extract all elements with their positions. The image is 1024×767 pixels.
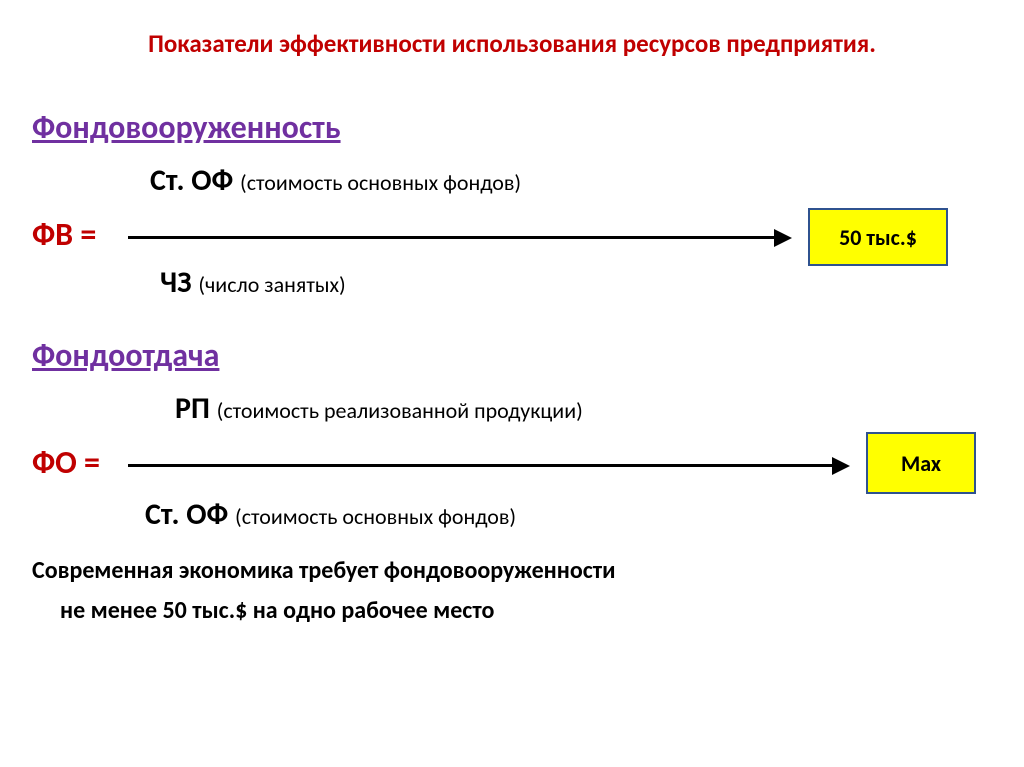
section2-fraction-arrow xyxy=(128,464,838,467)
page-title: Показатели эффективности использования р… xyxy=(0,28,1024,59)
section2-heading: Фондоотдача xyxy=(32,336,219,375)
section2-denominator: Ст. ОФ (стоимость основных фондов) xyxy=(145,496,516,533)
section1-heading: Фондовооруженность xyxy=(32,108,341,147)
section1-numerator: Ст. ОФ (стоимость основных фондов) xyxy=(150,162,521,199)
footer-line-2: не менее 50 тыс.$ на одно рабочее место xyxy=(60,596,494,625)
section1-arrowhead-icon xyxy=(774,229,792,247)
section1-lhs: ФВ = xyxy=(32,215,96,254)
slide: Показатели эффективности использования р… xyxy=(0,0,1024,767)
section1-numer-abbr: Ст. ОФ xyxy=(150,162,240,199)
footer-line-1: Современная экономика требует фондовоору… xyxy=(32,556,616,585)
section1-denominator: ЧЗ (число занятых) xyxy=(160,264,346,301)
section1-result-box: 50 тыс.$ xyxy=(808,208,948,266)
section1-numer-desc: (стоимость основных фондов) xyxy=(240,169,521,196)
section1-denom-abbr: ЧЗ xyxy=(160,264,198,301)
section2-numer-desc: (стоимость реализованной продукции) xyxy=(217,397,583,424)
section2-numer-abbr: РП xyxy=(175,390,217,427)
section2-denom-abbr: Ст. ОФ xyxy=(145,496,235,533)
section2-numerator: РП (стоимость реализованной продукции) xyxy=(175,390,583,427)
section2-denom-desc: (стоимость основных фондов) xyxy=(235,503,516,530)
section2-lhs: ФО = xyxy=(32,443,100,482)
section1-denom-desc: (число занятых) xyxy=(198,271,345,298)
section2-arrowhead-icon xyxy=(832,457,850,475)
section1-fraction-arrow xyxy=(128,236,780,239)
section2-result-box: Max xyxy=(866,432,976,494)
